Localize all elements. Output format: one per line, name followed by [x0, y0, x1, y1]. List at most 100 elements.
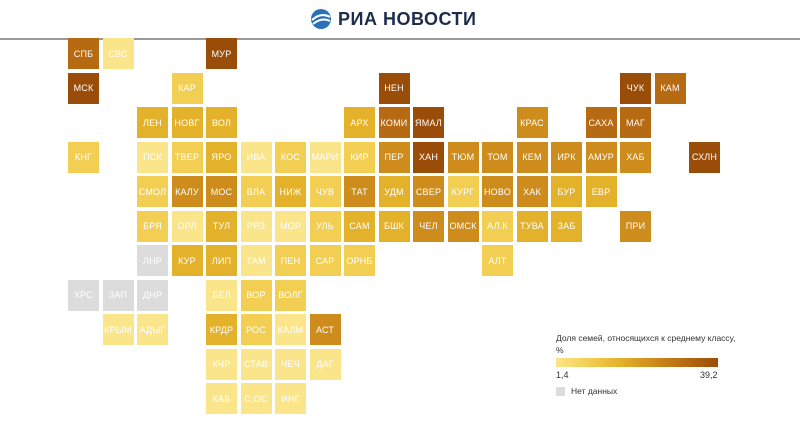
- brand-name: РИА НОВОСТИ: [338, 8, 477, 29]
- region-tile-57[interactable]: ОМСК: [447, 210, 479, 242]
- region-tile-63[interactable]: КУР: [171, 245, 203, 276]
- region-tile-86[interactable]: КАБ: [206, 383, 237, 414]
- region-tile-28[interactable]: ТОМ: [482, 141, 513, 173]
- region-tile-65[interactable]: ТАМ: [240, 245, 272, 276]
- region-tile-20[interactable]: ЯРО: [206, 141, 237, 173]
- region-tile-25[interactable]: ПЕР: [378, 141, 410, 173]
- region-tile-51[interactable]: РЯЗ: [240, 210, 272, 242]
- region-tile-5[interactable]: НЕН: [378, 72, 410, 104]
- region-tile-33[interactable]: СХЛН: [689, 141, 720, 173]
- region-tile-7[interactable]: КАМ: [654, 72, 686, 104]
- legend-title: Доля семей, относящихся к среднему класс…: [556, 333, 736, 355]
- region-tile-41[interactable]: УДМ: [378, 176, 410, 207]
- region-tile-37[interactable]: ВЛА: [240, 176, 272, 207]
- region-tile-55[interactable]: БШК: [378, 210, 410, 242]
- header-bar: РИА НОВОСТИ: [0, 0, 800, 40]
- legend-nodata-swatch: [556, 387, 565, 396]
- region-tile-73[interactable]: БЕЛ: [206, 279, 237, 311]
- region-tile-46[interactable]: БУР: [551, 176, 582, 207]
- region-tile-35[interactable]: КАЛУ: [171, 176, 203, 207]
- region-tile-64[interactable]: ЛИП: [206, 245, 237, 276]
- legend-min-label: 1,4: [556, 370, 569, 380]
- ria-logo[interactable]: РИА НОВОСТИ: [310, 8, 476, 30]
- legend-color-scale: [556, 358, 718, 367]
- region-tile-76[interactable]: КРЫМ: [102, 314, 134, 345]
- region-tile-3[interactable]: МСК: [68, 72, 99, 104]
- region-tile-15[interactable]: САХА: [585, 107, 617, 138]
- region-tile-19[interactable]: ТВЕР: [171, 141, 203, 173]
- region-tile-85[interactable]: ДАГ: [309, 348, 341, 380]
- region-tile-12[interactable]: КОМИ: [378, 107, 410, 138]
- ria-globe-icon: [311, 9, 331, 29]
- region-tile-40[interactable]: ТАТ: [344, 176, 375, 207]
- region-tile-69[interactable]: АЛТ: [482, 245, 513, 276]
- legend-nodata-label: Нет данных: [571, 386, 618, 396]
- region-tile-32[interactable]: ХАБ: [620, 141, 651, 173]
- legend-max-label: 39,2: [700, 370, 718, 380]
- region-tile-4[interactable]: КАР: [171, 72, 203, 104]
- region-tile-27[interactable]: ТЮМ: [447, 141, 479, 173]
- region-tile-56[interactable]: ЧЕЛ: [413, 210, 444, 242]
- region-tile-59[interactable]: ТУВА: [516, 210, 548, 242]
- region-tile-75[interactable]: ВОЛГ: [275, 279, 306, 311]
- region-tile-83[interactable]: СТАВ: [240, 348, 272, 380]
- region-tile-10[interactable]: ВОЛ: [206, 107, 237, 138]
- region-tile-31[interactable]: АМУР: [585, 141, 617, 173]
- region-tile-8[interactable]: ЛЕН: [137, 107, 168, 138]
- region-tile-53[interactable]: УЛЬ: [309, 210, 341, 242]
- region-tile-36[interactable]: МОС: [206, 176, 237, 207]
- region-tile-34[interactable]: СМОЛ: [137, 176, 168, 207]
- region-tile-22[interactable]: КОС: [275, 141, 306, 173]
- region-tile-68[interactable]: ОРНБ: [344, 245, 375, 276]
- region-tile-62[interactable]: ЛНР: [137, 245, 168, 276]
- region-tile-17[interactable]: КНГ: [68, 141, 99, 173]
- region-tile-29[interactable]: КЕМ: [516, 141, 548, 173]
- region-tile-11[interactable]: АРХ: [344, 107, 375, 138]
- region-tile-60[interactable]: ЗАБ: [551, 210, 582, 242]
- region-tile-16[interactable]: МАГ: [620, 107, 651, 138]
- region-tile-70[interactable]: ХРС: [68, 279, 99, 311]
- region-tile-84[interactable]: ЧЕЧ: [275, 348, 306, 380]
- region-tile-21[interactable]: ИВА: [240, 141, 272, 173]
- region-tile-39[interactable]: ЧУВ: [309, 176, 341, 207]
- region-tile-87[interactable]: С.ОС: [240, 383, 272, 414]
- region-tile-78[interactable]: КРДР: [206, 314, 237, 345]
- region-tile-6[interactable]: ЧУК: [620, 72, 651, 104]
- region-tile-72[interactable]: ДНР: [137, 279, 168, 311]
- region-tile-50[interactable]: ТУЛ: [206, 210, 237, 242]
- region-tile-30[interactable]: ИРК: [551, 141, 582, 173]
- region-tile-88[interactable]: ИНГ: [275, 383, 306, 414]
- region-tile-9[interactable]: НОВГ: [171, 107, 203, 138]
- region-tile-66[interactable]: ПЕН: [275, 245, 306, 276]
- region-tile-67[interactable]: САР: [309, 245, 341, 276]
- region-tile-13[interactable]: ЯМАЛ: [413, 107, 444, 138]
- region-tile-52[interactable]: МОР: [275, 210, 306, 242]
- region-tile-45[interactable]: ХАК: [516, 176, 548, 207]
- region-tile-2[interactable]: МУР: [206, 38, 237, 69]
- region-tile-58[interactable]: АЛ.К: [482, 210, 513, 242]
- region-tile-43[interactable]: КУРГ: [447, 176, 479, 207]
- region-tile-71[interactable]: ЗАП: [102, 279, 134, 311]
- region-tile-44[interactable]: НОВО: [482, 176, 513, 207]
- region-tile-26[interactable]: ХАН: [413, 141, 444, 173]
- region-tile-42[interactable]: СВЕР: [413, 176, 444, 207]
- region-tile-38[interactable]: НИЖ: [275, 176, 306, 207]
- region-tile-48[interactable]: БРЯ: [137, 210, 168, 242]
- region-tile-81[interactable]: АСТ: [309, 314, 341, 345]
- region-tile-0[interactable]: СПБ: [68, 38, 99, 69]
- region-tile-79[interactable]: РОС: [240, 314, 272, 345]
- region-tile-77[interactable]: АДЫГ: [137, 314, 168, 345]
- region-tile-80[interactable]: КАЛМ: [275, 314, 306, 345]
- region-tile-61[interactable]: ПРИ: [620, 210, 651, 242]
- region-tile-14[interactable]: КРАС: [516, 107, 548, 138]
- region-tile-23[interactable]: МАРИ: [309, 141, 341, 173]
- region-tile-54[interactable]: САМ: [344, 210, 375, 242]
- region-tile-82[interactable]: КЧР: [206, 348, 237, 380]
- region-tile-49[interactable]: ОРЛ: [171, 210, 203, 242]
- region-tile-24[interactable]: КИР: [344, 141, 375, 173]
- region-tile-74[interactable]: ВОР: [240, 279, 272, 311]
- region-tile-47[interactable]: ЕВР: [585, 176, 617, 207]
- region-tile-18[interactable]: ПСК: [137, 141, 168, 173]
- region-tile-1[interactable]: СВС: [102, 38, 134, 69]
